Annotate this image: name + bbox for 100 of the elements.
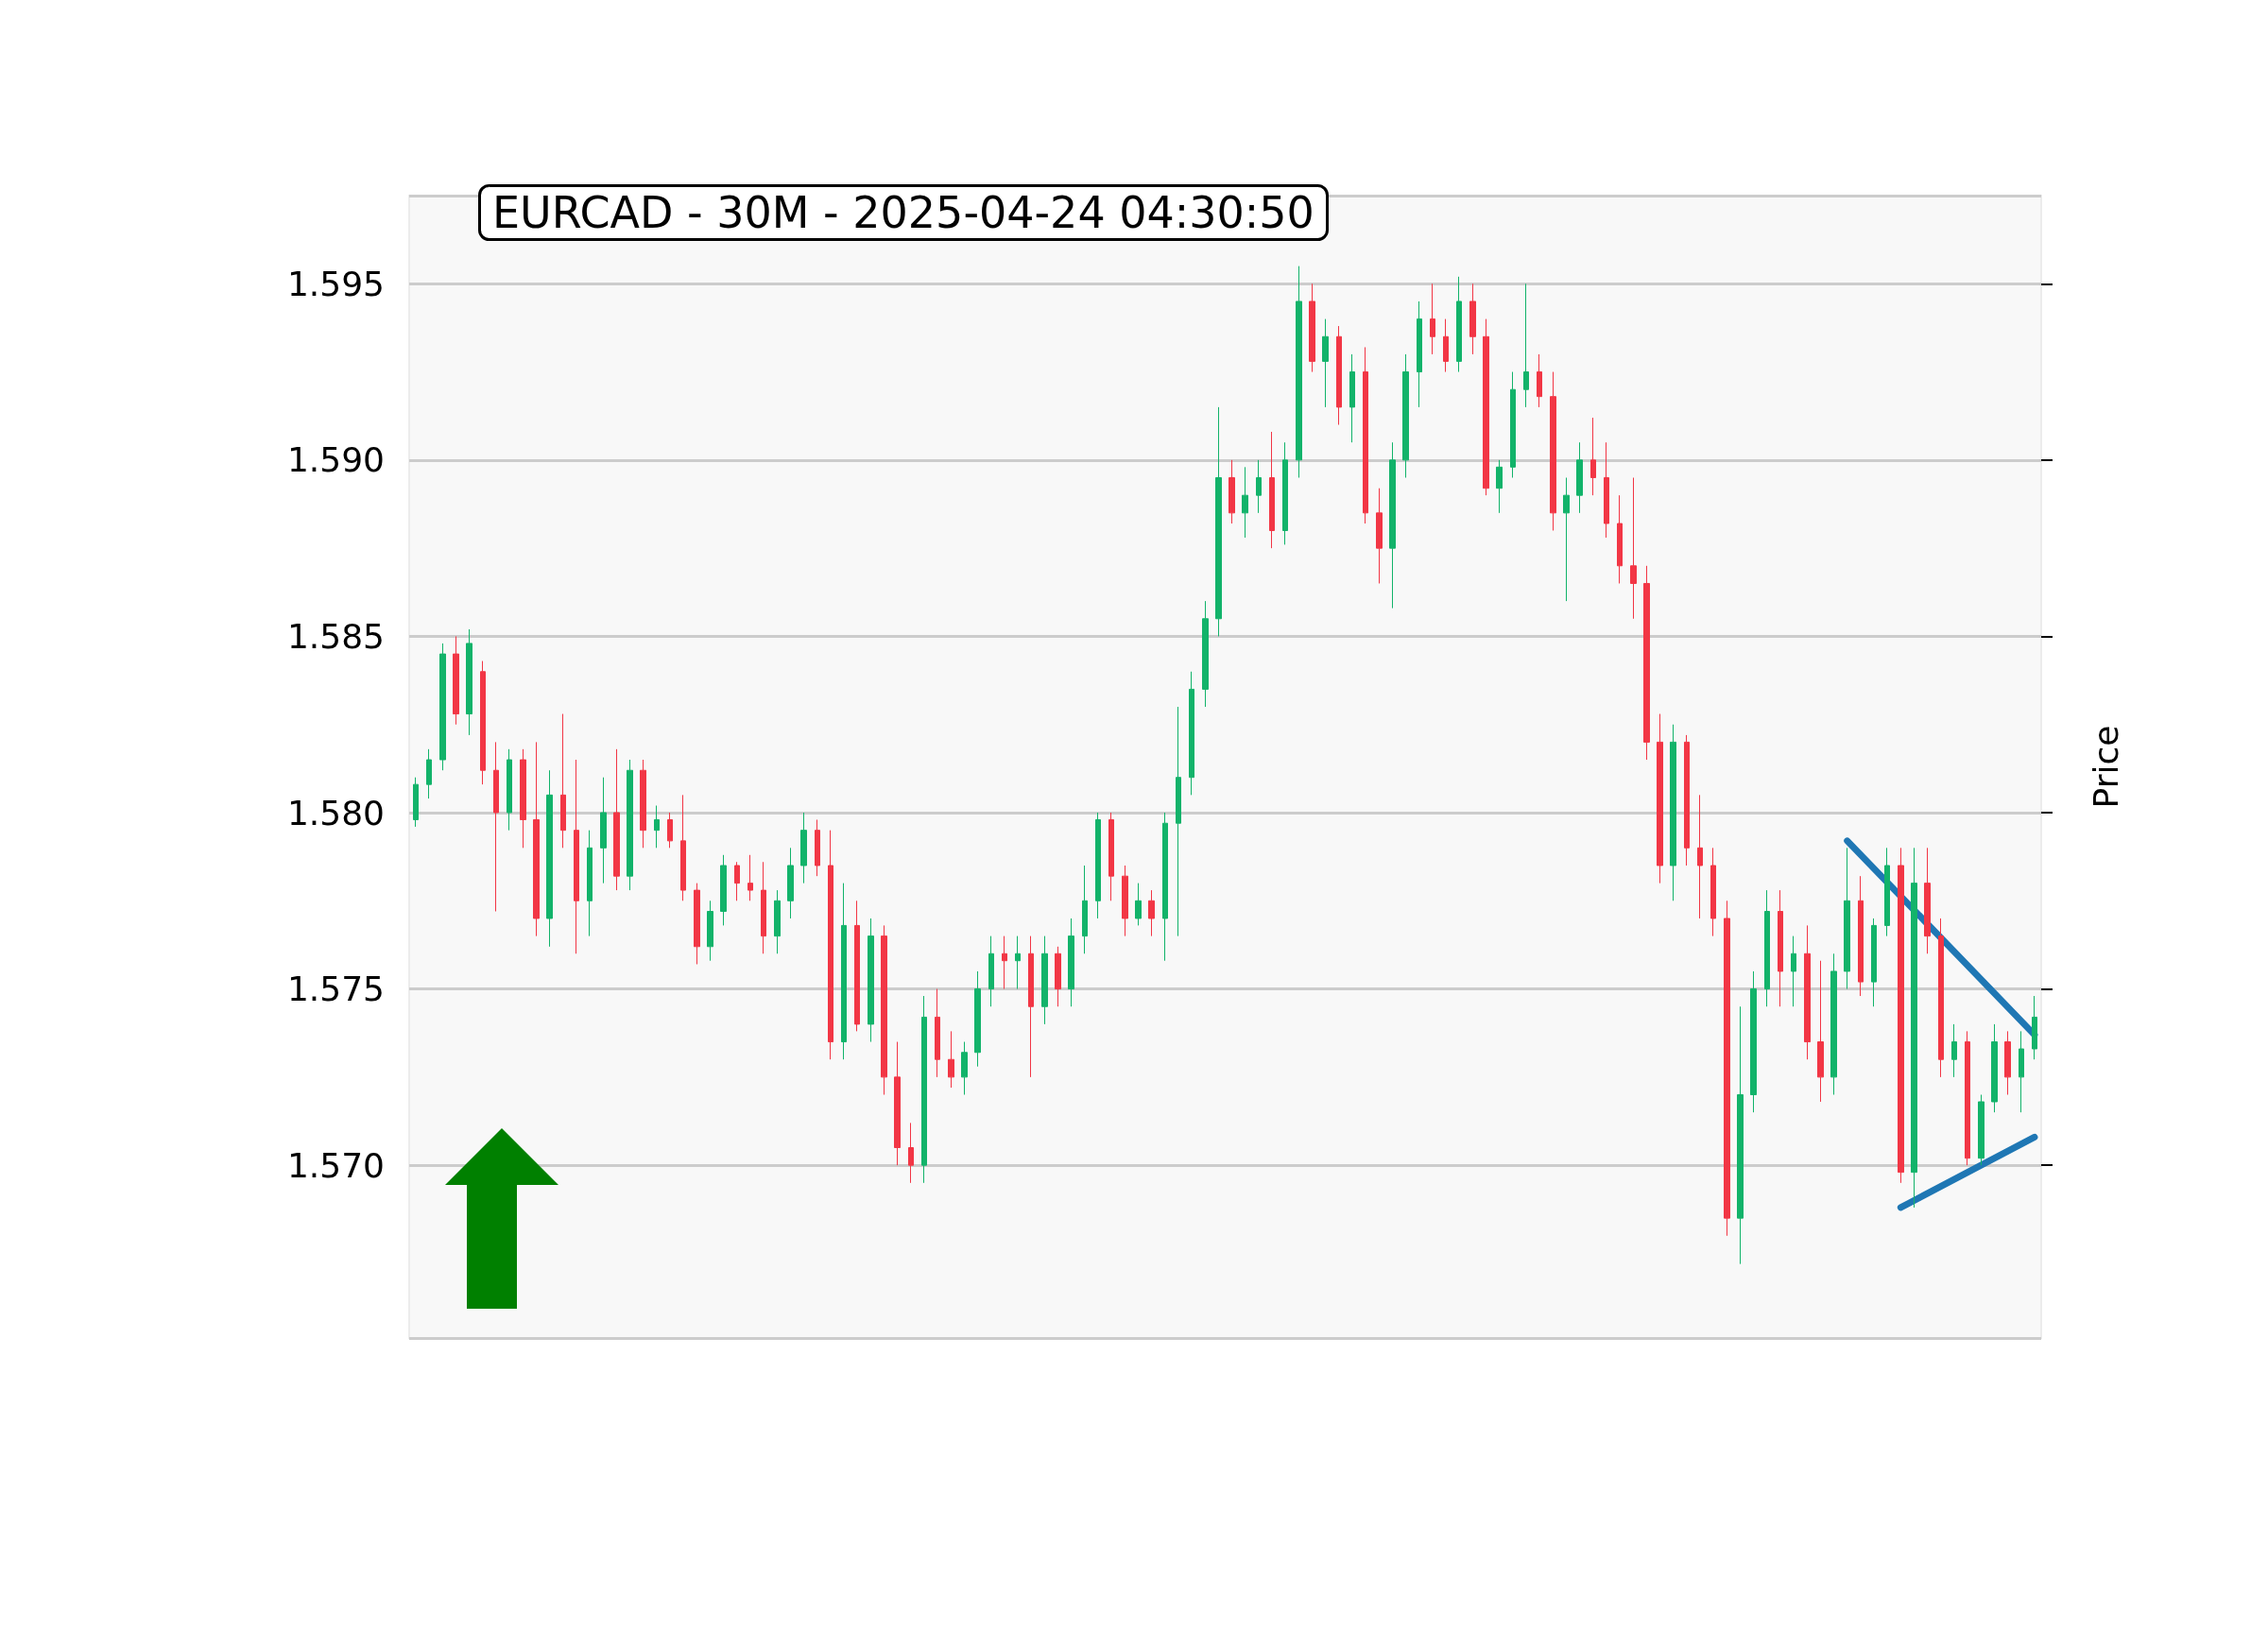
candlestick (868, 918, 874, 1043)
candlestick (2004, 1030, 2011, 1096)
candlestick (948, 1030, 954, 1089)
candlestick (560, 713, 566, 849)
candlestick (1002, 935, 1007, 990)
candlestick (1817, 960, 1824, 1103)
candlestick (1041, 935, 1048, 1025)
candlestick (1189, 671, 1194, 796)
candlestick (1122, 865, 1128, 937)
candlestick (1657, 713, 1663, 884)
candlestick (1336, 325, 1342, 426)
candlestick (921, 995, 927, 1184)
candlestick (2019, 1030, 2024, 1113)
candlestick (1215, 406, 1222, 637)
candlestick (1898, 847, 1904, 1184)
candlestick (1724, 900, 1730, 1237)
candlestick (613, 748, 620, 891)
candlestick (774, 889, 781, 954)
candlestick (1764, 889, 1770, 1007)
candlestick (1978, 1094, 1984, 1166)
candlestick (680, 794, 686, 901)
candlestick (787, 847, 794, 919)
candlestick (1510, 371, 1516, 479)
candlestick (1576, 441, 1583, 514)
candlestick (1269, 431, 1275, 549)
candlestick (1710, 847, 1716, 937)
candlestick (546, 769, 553, 948)
candlestick (1148, 889, 1155, 937)
candlestick (881, 924, 887, 1096)
candlestick (1951, 1023, 1957, 1078)
candlestick (1670, 724, 1676, 901)
candlestick (828, 830, 833, 1060)
candlestick (520, 748, 526, 849)
candlestick (533, 741, 540, 937)
candlestick (1256, 459, 1262, 514)
candlestick (1737, 1005, 1744, 1265)
candlestick (1911, 847, 1917, 1209)
candlestick (480, 661, 486, 785)
candlestick (1684, 734, 1690, 866)
candlestick (935, 988, 940, 1078)
candlestick (1938, 918, 1944, 1078)
candlestick (1590, 417, 1596, 496)
candlestick (600, 777, 607, 884)
candlestick (1296, 266, 1302, 479)
candlestick (1884, 847, 1890, 937)
candlestick (439, 643, 446, 771)
candlestick (800, 812, 807, 884)
candlestick (2032, 995, 2037, 1060)
candlestick (1778, 889, 1783, 1007)
candlestick (1202, 600, 1209, 708)
y-tick-label: 1.570 (286, 1145, 385, 1185)
candlestick (707, 900, 713, 962)
candlestick (747, 854, 753, 901)
candlestick (1309, 283, 1315, 373)
candlestick (1176, 706, 1181, 937)
candlestick (640, 759, 646, 849)
candlestick (694, 883, 700, 965)
candlestick (1965, 1030, 1970, 1166)
candlestick (1830, 952, 1837, 1096)
candlestick (854, 900, 860, 1032)
candlestick (1924, 847, 1931, 954)
candlestick (1402, 353, 1409, 479)
y-axis-title: Price (2086, 725, 2125, 809)
candlestick (1643, 565, 1650, 761)
chart-title: EURCAD - 30M - 2025-04-24 04:30:50 (492, 187, 1314, 238)
candlestick (413, 777, 419, 828)
candlestick (1469, 283, 1476, 355)
candlestick (1028, 935, 1034, 1078)
candlestick (1483, 318, 1489, 496)
candlestick (1443, 318, 1449, 373)
candlestick (1322, 318, 1329, 408)
candlestick (1376, 488, 1383, 584)
candlestick (1349, 353, 1355, 443)
y-tick-label: 1.580 (286, 793, 385, 832)
candlestick (1082, 865, 1088, 954)
candlestick (1750, 970, 1757, 1113)
candlestick (1430, 283, 1435, 355)
candlestick (1844, 847, 1850, 990)
candlestick (1617, 494, 1623, 584)
candlestick (1871, 918, 1877, 1007)
candlestick (974, 970, 981, 1068)
candlestick (493, 741, 499, 912)
candlestick (1135, 883, 1142, 926)
candlestick (507, 748, 512, 832)
candlestick (1242, 466, 1248, 539)
candlestick (667, 812, 673, 849)
candlestick (574, 759, 579, 954)
candlestick (426, 748, 432, 799)
candlestick (815, 818, 820, 877)
y-tick-label: 1.585 (286, 616, 385, 656)
candlestick (1228, 459, 1235, 524)
candlestick (720, 854, 727, 926)
candlestick (1537, 353, 1542, 408)
y-tick-label: 1.590 (286, 440, 385, 480)
candlestick (1550, 371, 1556, 531)
candlestick (894, 1041, 901, 1166)
candlestick (1363, 346, 1368, 524)
candlestick (453, 635, 459, 726)
candlestick (1791, 935, 1796, 1007)
candlestick (988, 935, 994, 1007)
